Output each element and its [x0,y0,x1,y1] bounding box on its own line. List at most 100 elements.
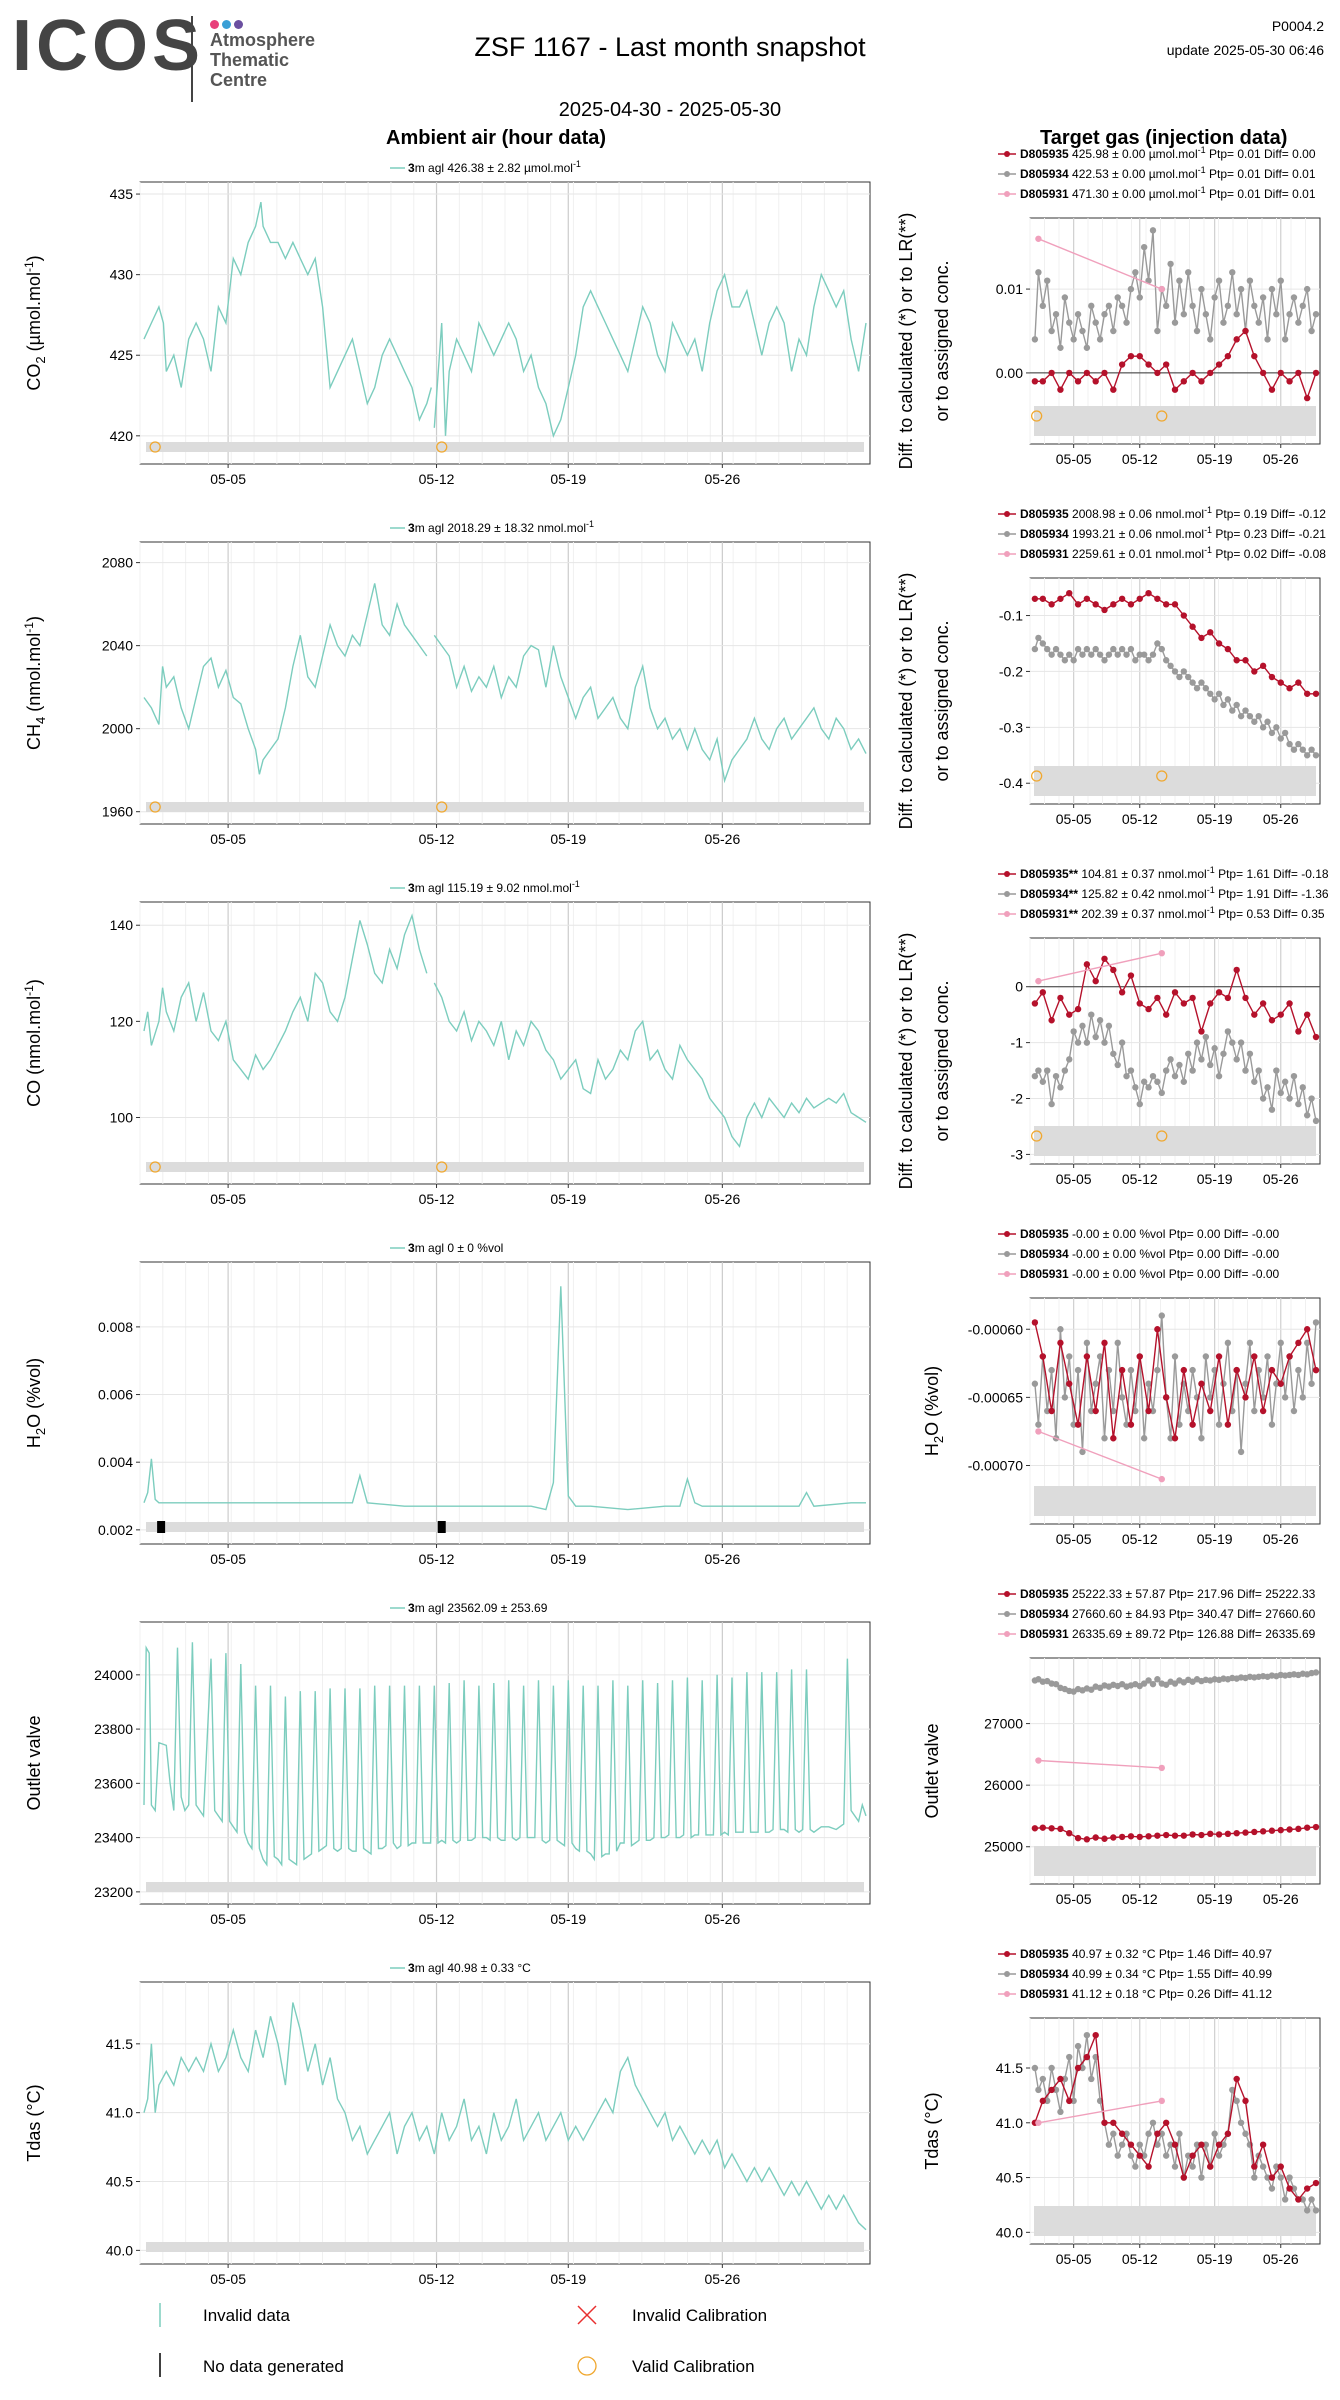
target-point-D805934 [1167,1056,1174,1063]
target-point-D805934 [1277,1339,1284,1347]
legend-swatch-dot [1004,511,1010,517]
y-tick-label: 23800 [94,1721,133,1737]
y-tick-label: 425 [110,347,134,363]
target-point-D805935 [1233,2075,1240,2083]
target-point-D805935 [1198,1028,1205,1035]
target-y-tick-label: -1 [1011,1035,1024,1051]
legend-swatch-dot [1004,151,1010,157]
legend-swatch-dot [1004,1591,1010,1597]
ambient-legend: 3m agl 2018.29 ± 18.32 nmol.mol-1 [390,519,594,535]
target-point-D805934 [1176,1421,1183,1428]
target-point-D805935 [1171,1832,1179,1839]
target-point-D805935 [1207,1000,1214,1007]
target-point-D805934 [1092,1380,1099,1387]
target-point-D805934 [1132,269,1139,276]
target-point-D805935 [1268,2174,1276,2181]
target-point-D805935 [1136,1833,1143,1841]
target-point-D805935 [1066,1380,1073,1387]
target-point-D805934 [1057,1326,1064,1333]
target-status-band [1034,1126,1316,1156]
target-point-D805935 [1048,1017,1055,1024]
target-point-D805935 [1189,1831,1196,1838]
target-point-D805935 [1154,2130,1161,2137]
target-point-D805934 [1088,651,1095,658]
target-point-D805935 [1277,679,1284,686]
target-point-D805934 [1092,319,1099,326]
target-point-D805934 [1079,1022,1086,1030]
target-x-tick-label: 05-12 [1122,2251,1158,2267]
target-point-D805934 [1057,1084,1064,1091]
calibration-marker [436,801,448,813]
target-point-D805935 [1154,369,1161,377]
panel-co: 100 120 140 05-05 05-12 05-19 05-26 3m agl 115.… [22,865,1329,1207]
date-range: 2025-04-30 - 2025-05-30 [558,99,782,121]
target-point-D805935 [1110,386,1117,393]
target-y-tick-label: -0.2 [999,663,1023,679]
valid-calibration-symbol [577,2356,597,2376]
target-point-D805934 [1035,1067,1042,1074]
target-point-D805934 [1312,1669,1320,1676]
target-legend-text: D805934 27660.60 ± 84.93 Ptp= 340.47 Dif… [1020,1607,1316,1621]
target-point-D805935 [1066,369,1073,377]
target-point-D805934 [1145,1084,1152,1091]
target-point-D805934 [1295,1100,1302,1108]
target-y-tick-label: -0.4 [999,775,1023,791]
target-point-D805935 [1118,361,1126,368]
target-point-D805934 [1295,319,1302,326]
target-point-D805934 [1066,651,1073,658]
y-tick-label: 0.002 [98,1522,133,1538]
legend-swatch-dot [1004,1631,1010,1637]
target-point-D805935 [1048,369,1055,377]
y-tick-label: 420 [110,428,134,444]
target-y-tick-label: 0 [1015,979,1023,995]
target-point-D805935 [1215,361,1223,368]
target-point-D805934 [1180,311,1188,318]
target-point-D805934 [1136,1100,1143,1108]
target-x-tick-label: 05-12 [1122,811,1158,827]
target-point-D805931 [1035,235,1042,242]
target-legend-text: D805931 26335.69 ± 89.72 Ptp= 126.88 Dif… [1020,1627,1316,1641]
x-tick-label: 05-19 [550,1191,586,1207]
target-point-D805935 [1083,961,1091,968]
no-data-mark [157,1521,166,1533]
target-x-tick-label: 05-26 [1263,451,1299,467]
y-tick-label: 24000 [94,1667,133,1683]
target-point-D805934 [1264,1353,1271,1360]
target-point-D805934 [1136,294,1143,301]
target-point-D805931 [1035,977,1042,985]
target-point-D805934 [1074,1039,1082,1046]
target-point-D805934 [1246,712,1254,720]
target-point-D805934 [1312,2207,1320,2214]
ambient-legend-text: 3m agl 2018.29 ± 18.32 nmol.mol-1 [408,519,594,535]
calibration-marker [149,1161,161,1173]
x-tick-label: 05-26 [704,1911,740,1927]
target-y-axis-label: or to assigned conc. [932,620,952,781]
target-point-D805934 [1118,645,1126,653]
target-point-D805934 [1088,302,1095,310]
target-point-D805934 [1202,685,1210,692]
target-point-D805934 [1290,746,1298,753]
target-point-D805935 [1110,2119,1117,2126]
target-point-D805934 [1299,1394,1306,1401]
target-legend-text: D805931 -0.00 ± 0.00 %vol Ptp= 0.00 Diff… [1020,1267,1280,1281]
target-x-tick-label: 05-19 [1197,1531,1233,1547]
target-point-D805934 [1299,746,1306,753]
target-point-D805935 [1207,369,1214,377]
legend-swatch-dot [1004,1611,1010,1617]
target-point-D805935 [1074,601,1082,608]
target-point-D805934 [1277,2174,1284,2181]
target-y-tick-label: 41.5 [996,2060,1023,2076]
target-point-D805934 [1132,1084,1139,1091]
target-point-D805934 [1220,2141,1227,2148]
target-point-D805931 [1035,2119,1042,2126]
target-point-D805935 [1242,657,1249,664]
target-point-D805934 [1154,2141,1161,2148]
y-tick-label: 41.5 [106,2036,133,2052]
target-point-D805935 [1207,1830,1214,1838]
target-point-D805934 [1295,1366,1302,1374]
target-point-D805935 [1074,378,1082,385]
target-point-D805934 [1044,1067,1051,1074]
target-point-D805934 [1202,311,1210,318]
target-point-D805934 [1140,243,1148,251]
target-point-D805935 [1268,673,1276,681]
